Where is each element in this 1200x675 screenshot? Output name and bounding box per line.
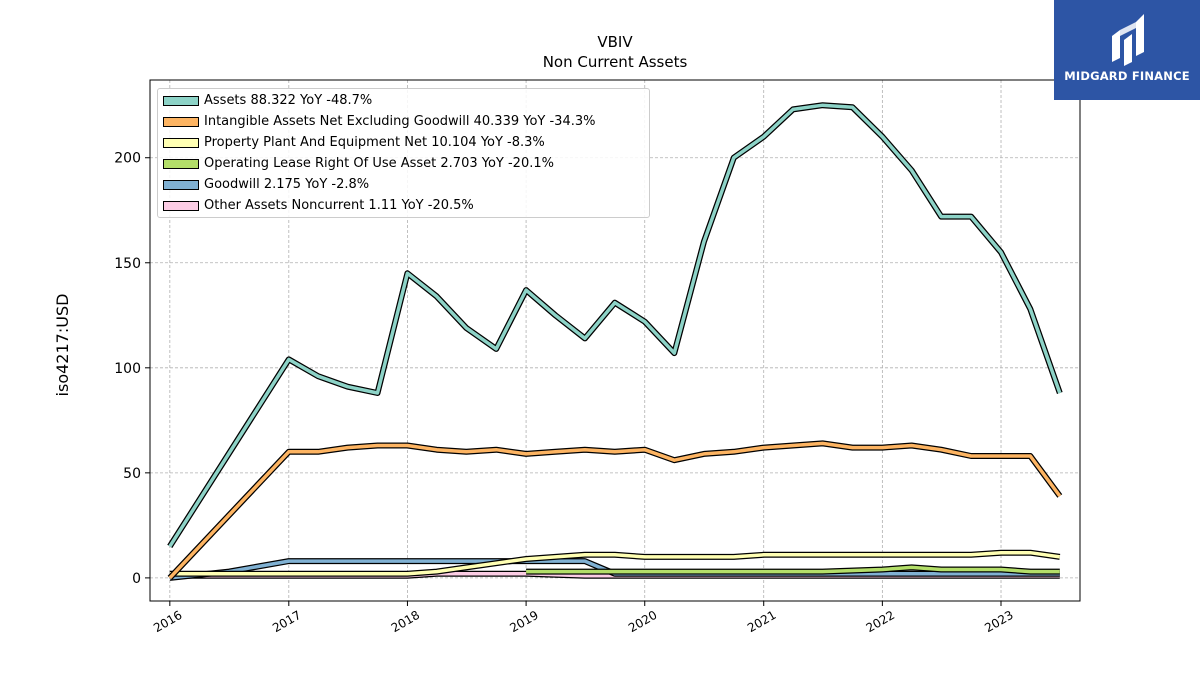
legend-item-intangible: Intangible Assets Net Excluding Goodwill… <box>158 112 649 132</box>
legend-swatch-other <box>163 201 199 211</box>
legend-item-other: Other Assets Noncurrent 1.11 YoY -20.5% <box>158 196 649 216</box>
legend-label-goodwill: Goodwill 2.175 YoY -2.8% <box>204 177 370 192</box>
legend-item-lease: Operating Lease Right Of Use Asset 2.703… <box>158 154 649 174</box>
series-layer <box>167 102 1063 581</box>
legend-item-ppe: Property Plant And Equipment Net 10.104 … <box>158 133 649 153</box>
legend-swatch-goodwill <box>163 180 199 190</box>
legend-label-other: Other Assets Noncurrent 1.11 YoY -20.5% <box>204 198 474 213</box>
logo-mark-icon <box>1112 14 1144 66</box>
legend-label-assets: Assets 88.322 YoY -48.7% <box>204 93 373 108</box>
x-tick-label: 2023 <box>982 608 1015 635</box>
series-1-line <box>168 441 1062 580</box>
brand-logo: MIDGARD FINANCE <box>1054 0 1200 100</box>
y-tick-label: 150 <box>114 256 141 272</box>
legend-swatch-lease <box>163 159 199 169</box>
x-tick-label: 2020 <box>626 608 659 635</box>
y-tick-label: 0 <box>132 571 141 587</box>
y-tick-label: 100 <box>114 361 141 377</box>
legend-label-intangible: Intangible Assets Net Excluding Goodwill… <box>204 114 596 129</box>
series-4-line <box>169 559 1060 580</box>
x-tick-label: 2017 <box>270 608 303 635</box>
x-tick-label: 2021 <box>745 608 778 635</box>
y-tick-label: 50 <box>123 466 141 482</box>
legend: Assets 88.322 YoY -48.7% Intangible Asse… <box>157 88 650 218</box>
legend-swatch-intangible <box>163 117 199 127</box>
plot-frame <box>149 79 1081 602</box>
x-tick-label: 2022 <box>864 608 897 635</box>
chart-title: VBIV <box>597 33 633 51</box>
series-2-line <box>169 550 1061 576</box>
y-axis-label: iso4217:USD <box>53 294 72 397</box>
y-tick-label: 200 <box>114 151 141 167</box>
legend-item-assets: Assets 88.322 YoY -48.7% <box>158 91 649 111</box>
legend-swatch-assets <box>163 96 199 106</box>
logo-text: MIDGARD FINANCE <box>1064 69 1190 83</box>
series-3-line <box>526 565 1060 574</box>
x-tick-label: 2016 <box>151 608 184 635</box>
series-0-line <box>168 103 1062 548</box>
x-tick-label: 2018 <box>389 608 422 635</box>
legend-label-lease: Operating Lease Right Of Use Asset 2.703… <box>204 156 554 171</box>
legend-item-goodwill: Goodwill 2.175 YoY -2.8% <box>158 175 649 195</box>
x-tick-label: 2019 <box>507 608 540 635</box>
chart-subtitle: Non Current Assets <box>542 53 688 71</box>
legend-label-ppe: Property Plant And Equipment Net 10.104 … <box>204 135 545 150</box>
legend-swatch-ppe <box>163 138 199 148</box>
